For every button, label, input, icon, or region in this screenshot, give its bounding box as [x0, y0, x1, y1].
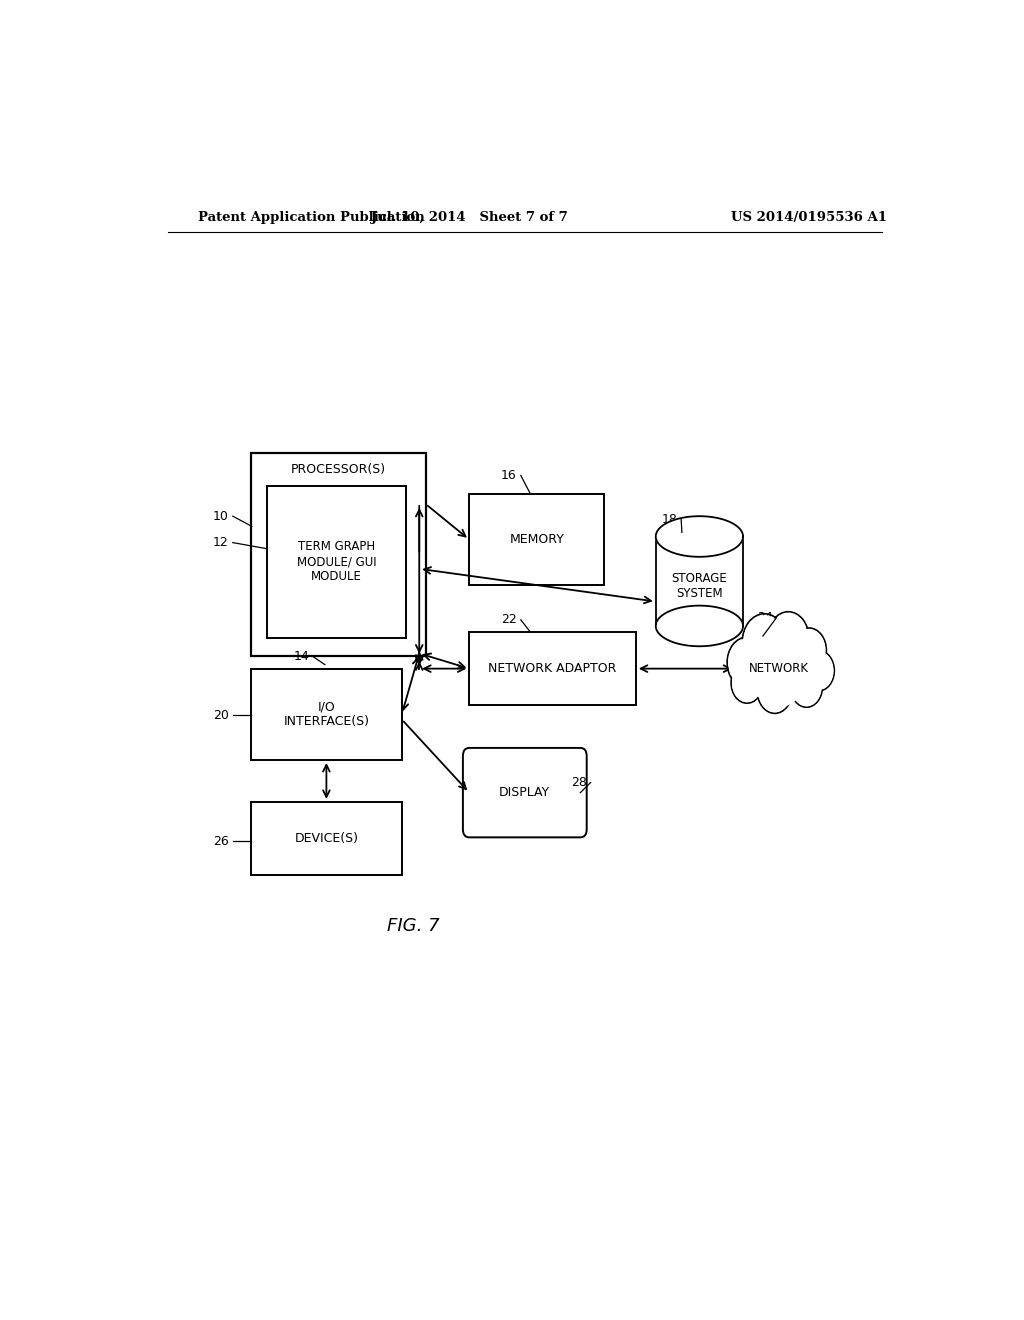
Text: I/O
INTERFACE(S): I/O INTERFACE(S) — [284, 701, 370, 729]
Circle shape — [758, 669, 793, 713]
Circle shape — [749, 630, 809, 708]
Bar — [251, 669, 401, 760]
Circle shape — [727, 638, 767, 688]
Bar — [251, 801, 401, 875]
Text: 16: 16 — [501, 469, 517, 482]
Text: US 2014/0195536 A1: US 2014/0195536 A1 — [731, 211, 887, 224]
FancyBboxPatch shape — [463, 748, 587, 837]
Circle shape — [793, 630, 825, 672]
Text: 10: 10 — [213, 510, 228, 523]
Circle shape — [728, 639, 766, 686]
Circle shape — [743, 615, 785, 669]
Bar — [469, 632, 636, 705]
Text: 18: 18 — [662, 512, 677, 525]
Text: DISPLAY: DISPLAY — [500, 787, 550, 799]
Text: NETWORK ADAPTOR: NETWORK ADAPTOR — [488, 663, 616, 675]
Text: 28: 28 — [570, 776, 587, 789]
Circle shape — [732, 664, 762, 702]
Text: Patent Application Publication: Patent Application Publication — [198, 211, 425, 224]
Text: TERM GRAPH
MODULE/ GUI
MODULE: TERM GRAPH MODULE/ GUI MODULE — [297, 540, 376, 583]
Text: DEVICE(S): DEVICE(S) — [295, 832, 358, 845]
Text: 22: 22 — [501, 614, 517, 627]
Circle shape — [791, 667, 822, 708]
Text: Jul. 10, 2014   Sheet 7 of 7: Jul. 10, 2014 Sheet 7 of 7 — [371, 211, 567, 224]
Text: FIG. 7: FIG. 7 — [387, 917, 440, 935]
Polygon shape — [655, 536, 743, 626]
Text: 20: 20 — [213, 709, 228, 722]
Bar — [251, 453, 426, 656]
Circle shape — [804, 651, 834, 690]
Text: 14: 14 — [293, 649, 309, 663]
Circle shape — [768, 611, 809, 664]
Circle shape — [742, 614, 786, 671]
Text: NETWORK: NETWORK — [749, 663, 809, 675]
Circle shape — [758, 669, 792, 713]
Text: MEMORY: MEMORY — [509, 533, 564, 546]
Text: STORAGE
SYSTEM: STORAGE SYSTEM — [672, 572, 727, 599]
Circle shape — [769, 612, 808, 663]
Bar — [267, 486, 406, 638]
Text: 12: 12 — [213, 536, 228, 549]
Circle shape — [792, 668, 821, 706]
Text: 26: 26 — [213, 836, 228, 847]
Text: PROCESSOR(S): PROCESSOR(S) — [291, 463, 386, 477]
Text: 24: 24 — [757, 611, 772, 624]
Bar — [469, 494, 604, 585]
Circle shape — [803, 651, 835, 690]
Circle shape — [792, 628, 826, 673]
Circle shape — [731, 663, 763, 704]
Polygon shape — [655, 516, 743, 557]
Polygon shape — [655, 626, 743, 647]
